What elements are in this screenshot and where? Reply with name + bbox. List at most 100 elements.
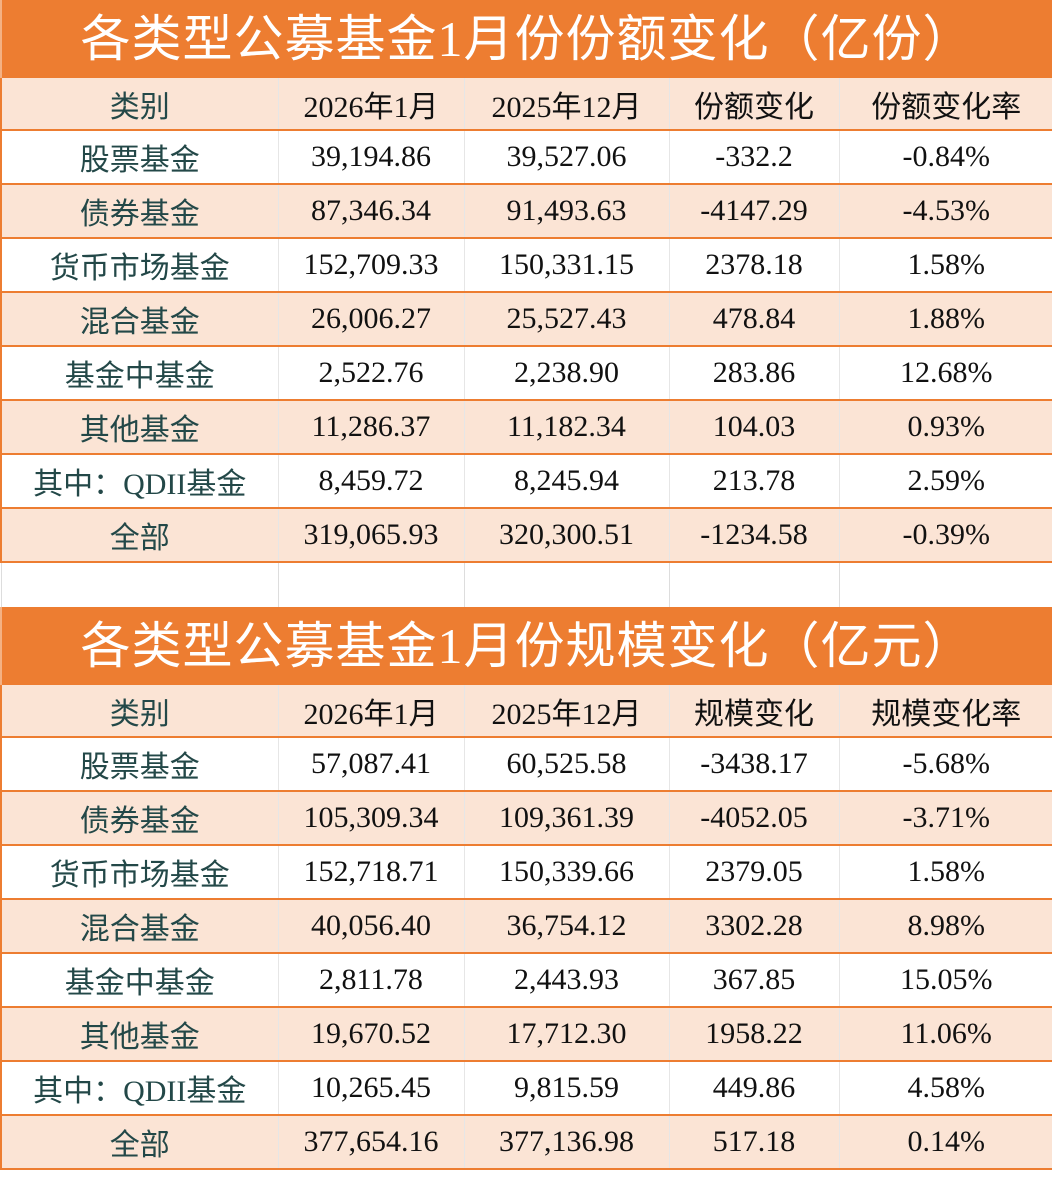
value-cell: 8,245.94 — [463, 454, 669, 509]
value-cell: 150,331.15 — [463, 238, 669, 293]
table-row: 基金中基金 2,522.76 2,238.90 283.86 12.68% — [0, 346, 1052, 401]
category-cell: 货币市场基金 — [0, 238, 278, 293]
value-cell: 4.58% — [838, 1061, 1052, 1116]
category-cell: 混合基金 — [0, 292, 278, 347]
empty-cell — [277, 562, 464, 607]
value-cell: 320,300.51 — [463, 508, 669, 563]
table-row: 其他基金 19,670.52 17,712.30 1958.22 11.06% — [0, 1007, 1052, 1062]
value-cell: 9,815.59 — [463, 1061, 669, 1116]
column-header: 规模变化率 — [838, 685, 1052, 738]
value-cell: -0.39% — [838, 508, 1052, 563]
category-cell: 全部 — [0, 1115, 278, 1170]
table-row: 全部 319,065.93 320,300.51 -1234.58 -0.39% — [0, 508, 1052, 563]
value-cell: -4052.05 — [668, 791, 839, 846]
value-cell: 11,182.34 — [463, 400, 669, 455]
empty-cell — [463, 562, 669, 607]
scale-change-table: 类别 2026年1月 2025年12月 规模变化 规模变化率 股票基金 57,087.41 6… — [0, 685, 1052, 1170]
column-header: 2026年1月 — [277, 78, 464, 131]
value-cell: -1234.58 — [668, 508, 839, 563]
column-header: 规模变化 — [668, 685, 839, 738]
value-cell: 3302.28 — [668, 899, 839, 954]
value-cell: 10,265.45 — [277, 1061, 464, 1116]
table-row: 股票基金 39,194.86 39,527.06 -332.2 -0.84% — [0, 130, 1052, 185]
table-row: 基金中基金 2,811.78 2,443.93 367.85 15.05% — [0, 953, 1052, 1008]
table-row: 全部 377,654.16 377,136.98 517.18 0.14% — [0, 1115, 1052, 1170]
table-row: 债券基金 87,346.34 91,493.63 -4147.29 -4.53% — [0, 184, 1052, 239]
value-cell: 57,087.41 — [277, 737, 464, 792]
value-cell: 0.93% — [838, 400, 1052, 455]
value-cell: 319,065.93 — [277, 508, 464, 563]
value-cell: 1.58% — [838, 238, 1052, 293]
scale-change-title: 各类型公募基金1月份规模变化（亿元） — [0, 607, 1052, 685]
value-cell: 152,718.71 — [277, 845, 464, 900]
category-cell: 债券基金 — [0, 184, 278, 239]
value-cell: -3438.17 — [668, 737, 839, 792]
value-cell: -332.2 — [668, 130, 839, 185]
column-header: 2025年12月 — [463, 78, 669, 131]
category-cell: 全部 — [0, 508, 278, 563]
value-cell: 377,136.98 — [463, 1115, 669, 1170]
column-header: 2026年1月 — [277, 685, 464, 738]
value-cell: 2,811.78 — [277, 953, 464, 1008]
table-row: 货币市场基金 152,709.33 150,331.15 2378.18 1.58% — [0, 238, 1052, 293]
value-cell: 87,346.34 — [277, 184, 464, 239]
category-cell: 基金中基金 — [0, 953, 278, 1008]
table-row: 混合基金 40,056.40 36,754.12 3302.28 8.98% — [0, 899, 1052, 954]
value-cell: 2,522.76 — [277, 346, 464, 401]
value-cell: 11.06% — [838, 1007, 1052, 1062]
category-cell: 其中：QDII基金 — [0, 1061, 278, 1116]
value-cell: 2,443.93 — [463, 953, 669, 1008]
value-cell: 109,361.39 — [463, 791, 669, 846]
value-cell: 1.58% — [838, 845, 1052, 900]
category-cell: 基金中基金 — [0, 346, 278, 401]
value-cell: 19,670.52 — [277, 1007, 464, 1062]
column-header: 份额变化 — [668, 78, 839, 131]
value-cell: 8,459.72 — [277, 454, 464, 509]
value-cell: 25,527.43 — [463, 292, 669, 347]
value-cell: 26,006.27 — [277, 292, 464, 347]
column-header: 类别 — [0, 78, 278, 131]
category-cell: 货币市场基金 — [0, 845, 278, 900]
value-cell: 1.88% — [838, 292, 1052, 347]
column-header: 份额变化率 — [838, 78, 1052, 131]
value-cell: 60,525.58 — [463, 737, 669, 792]
share-change-table: 类别 2026年1月 2025年12月 份额变化 份额变化率 股票基金 39,194.86 3… — [0, 78, 1052, 607]
value-cell: 517.18 — [668, 1115, 839, 1170]
value-cell: 105,309.34 — [277, 791, 464, 846]
share-change-title: 各类型公募基金1月份份额变化（亿份） — [0, 0, 1052, 78]
category-cell: 股票基金 — [0, 737, 278, 792]
table-row: 其中：QDII基金 10,265.45 9,815.59 449.86 4.58% — [0, 1061, 1052, 1116]
value-cell: 1958.22 — [668, 1007, 839, 1062]
value-cell: 213.78 — [668, 454, 839, 509]
category-cell: 股票基金 — [0, 130, 278, 185]
table-row: 债券基金 105,309.34 109,361.39 -4052.05 -3.71% — [0, 791, 1052, 846]
empty-cell — [0, 562, 278, 607]
value-cell: 12.68% — [838, 346, 1052, 401]
table-row: 混合基金 26,006.27 25,527.43 478.84 1.88% — [0, 292, 1052, 347]
table-row: 股票基金 57,087.41 60,525.58 -3438.17 -5.68% — [0, 737, 1052, 792]
table-row: 其中：QDII基金 8,459.72 8,245.94 213.78 2.59% — [0, 454, 1052, 509]
value-cell: 449.86 — [668, 1061, 839, 1116]
value-cell: 39,194.86 — [277, 130, 464, 185]
value-cell: 2378.18 — [668, 238, 839, 293]
value-cell: -3.71% — [838, 791, 1052, 846]
value-cell: 2,238.90 — [463, 346, 669, 401]
empty-cell — [838, 562, 1052, 607]
value-cell: 39,527.06 — [463, 130, 669, 185]
value-cell: 104.03 — [668, 400, 839, 455]
category-cell: 其他基金 — [0, 400, 278, 455]
table-row: 其他基金 11,286.37 11,182.34 104.03 0.93% — [0, 400, 1052, 455]
value-cell: -0.84% — [838, 130, 1052, 185]
value-cell: 367.85 — [668, 953, 839, 1008]
value-cell: 15.05% — [838, 953, 1052, 1008]
value-cell: 36,754.12 — [463, 899, 669, 954]
value-cell: -4.53% — [838, 184, 1052, 239]
value-cell: 377,654.16 — [277, 1115, 464, 1170]
value-cell: 8.98% — [838, 899, 1052, 954]
value-cell: 2379.05 — [668, 845, 839, 900]
category-cell: 债券基金 — [0, 791, 278, 846]
category-cell: 其他基金 — [0, 1007, 278, 1062]
value-cell: -4147.29 — [668, 184, 839, 239]
column-header: 类别 — [0, 685, 278, 738]
